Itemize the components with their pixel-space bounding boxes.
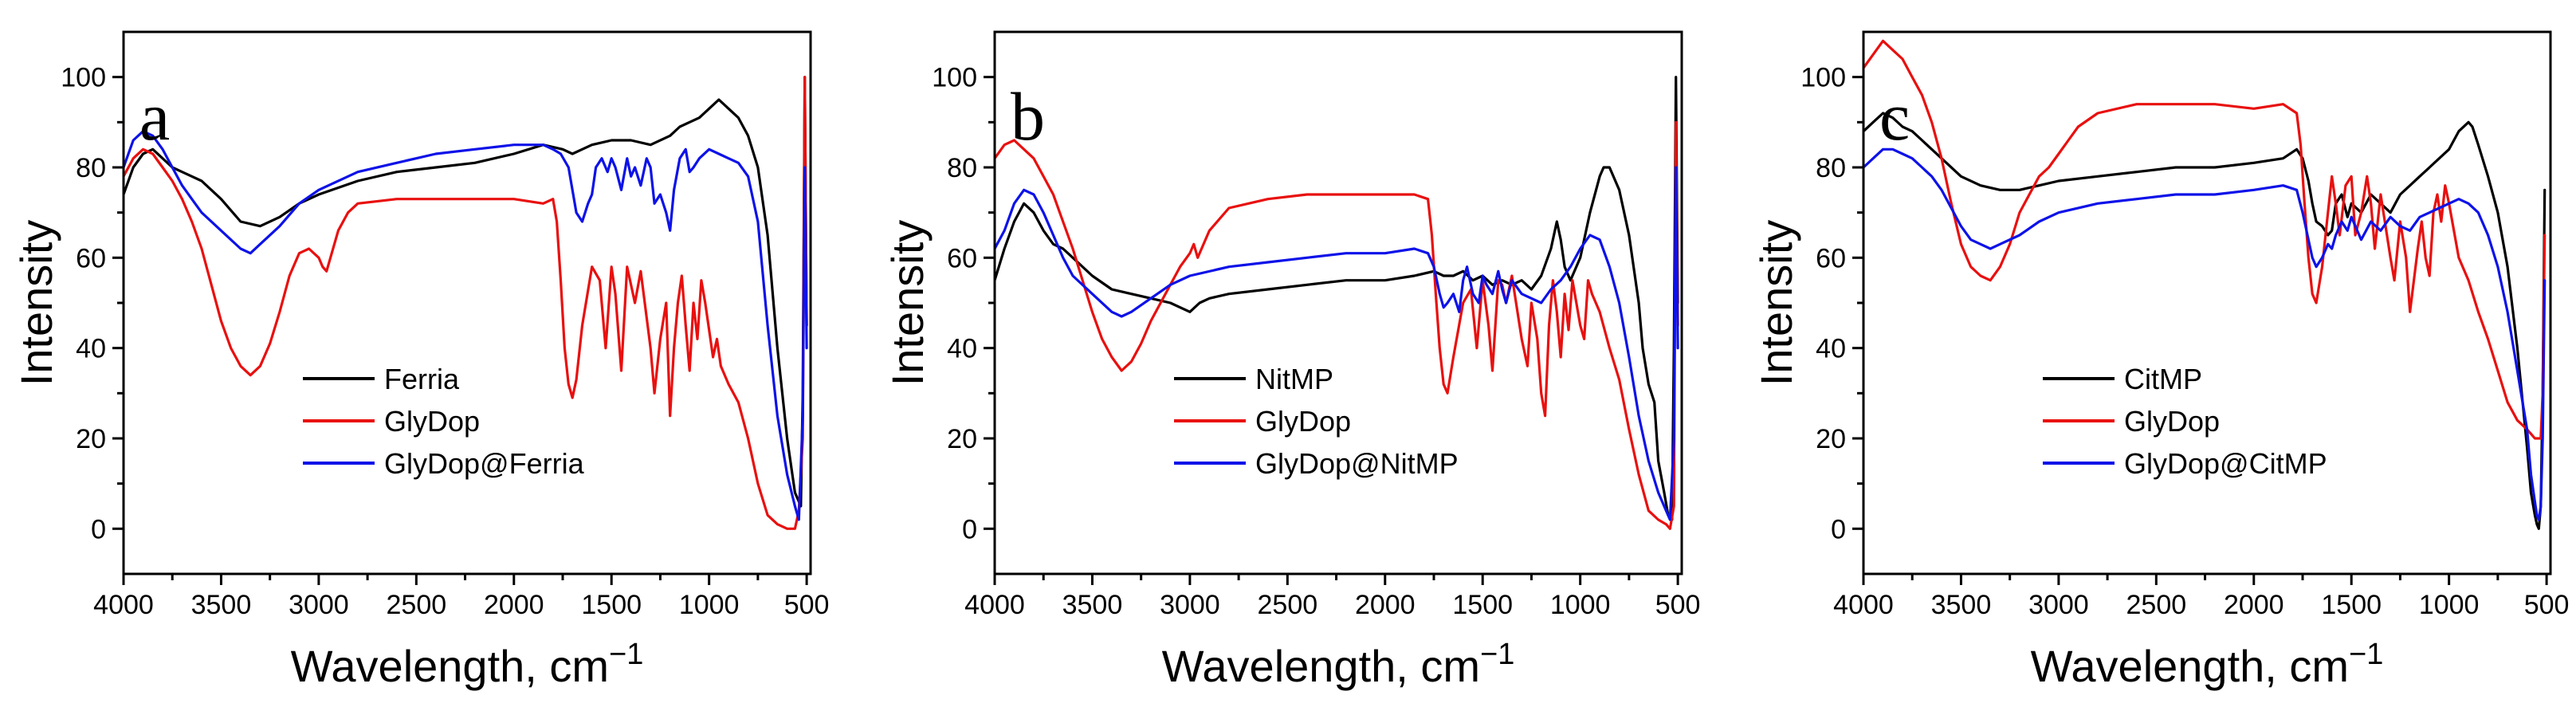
x-tick-label: 3000 (1160, 590, 1220, 620)
y-tick-label: 40 (947, 334, 977, 364)
x-tick-label: 2500 (1258, 590, 1318, 620)
legend-label: Ferria (384, 363, 460, 395)
series-line-glydop-nitmp (995, 166, 1679, 521)
plot-frame (993, 30, 1683, 575)
y-axis-label: Intensity (882, 220, 933, 387)
x-tick-label: 1500 (2321, 590, 2382, 620)
series-group (995, 76, 1679, 530)
y-tick-label: 40 (76, 334, 106, 364)
legend-label: GlyDop (384, 405, 480, 438)
legend-label: NitMP (1255, 363, 1333, 395)
series-line-glydop (995, 120, 1679, 530)
x-tick-label: 3500 (1062, 590, 1123, 620)
x-axis-label: Wavelength, cm−1 (1162, 638, 1515, 691)
x-tick-label: 4000 (1833, 590, 1894, 620)
panel-label: b (1011, 78, 1045, 155)
legend-label: GlyDop (1255, 405, 1351, 438)
y-tick-label: 60 (947, 243, 977, 273)
y-tick-label: 20 (947, 424, 977, 454)
y-tick-label: 20 (76, 424, 106, 454)
y-tick-label: 80 (947, 153, 977, 183)
panel-label: a (139, 78, 170, 155)
y-axis-label: Intensity (11, 220, 61, 387)
x-tick-label: 2000 (1355, 590, 1416, 620)
chart-panel-c: 4000 3500 3000 2500 2000 1500 1000 500 0 20 40 60 80… (1751, 30, 2570, 691)
plot-frame (122, 30, 812, 575)
legend-label: GlyDop@Ferria (384, 447, 585, 480)
series-line-glydop-citmp (1863, 147, 2547, 521)
y-tick-label: 100 (1800, 63, 1846, 93)
series-group (124, 76, 808, 530)
y-tick-label: 0 (91, 514, 106, 544)
chart-panel-a: 4000 3500 3000 2500 2000 1500 1000 500 0 20 40 60 80… (11, 30, 830, 691)
legend: NitMP GlyDop GlyDop@NitMP (1174, 363, 1459, 480)
x-tick-label: 1500 (581, 590, 642, 620)
series-line-glydop (1863, 39, 2547, 440)
panel-label: c (1879, 78, 1910, 155)
x-axis-label-superscript: −1 (1480, 638, 1514, 671)
x-tick-label: 2000 (2224, 590, 2284, 620)
plot-frame (1862, 30, 2552, 575)
legend-label: GlyDop (2124, 405, 2220, 438)
legend-label: GlyDop@CitMP (2124, 447, 2327, 480)
x-tick-label: 2000 (484, 590, 544, 620)
x-tick-label: 2500 (387, 590, 447, 620)
x-axis-label-superscript: −1 (609, 638, 643, 671)
x-axis-label: Wavelength, cm−1 (2031, 638, 2384, 691)
x-tick-label: 1000 (1550, 590, 1611, 620)
x-axis-label: Wavelength, cm−1 (291, 638, 644, 691)
y-tick-label: 80 (76, 153, 106, 183)
x-tick-label: 500 (2524, 590, 2570, 620)
legend: Ferria GlyDop GlyDop@Ferria (303, 363, 585, 480)
y-tick-label: 60 (1816, 243, 1846, 273)
x-axis-label-text: Wavelength, cm (1162, 641, 1480, 691)
x-axis-label-superscript: −1 (2349, 638, 2383, 671)
legend-label: CitMP (2124, 363, 2202, 395)
series-line-nitmp (995, 76, 1679, 521)
x-tick-label: 3500 (1931, 590, 1992, 620)
x-tick-label: 4000 (964, 590, 1025, 620)
x-tick-label: 2500 (2126, 590, 2187, 620)
legend: CitMP GlyDop GlyDop@CitMP (2043, 363, 2327, 480)
x-tick-label: 4000 (93, 590, 154, 620)
y-tick-label: 0 (962, 514, 977, 544)
series-line-glydop (124, 76, 808, 530)
x-axis-label-text: Wavelength, cm (2031, 641, 2349, 691)
y-axis-label: Intensity (1751, 220, 1801, 387)
y-tick-label: 20 (1816, 424, 1846, 454)
x-tick-label: 1500 (1452, 590, 1513, 620)
y-tick-label: 60 (76, 243, 106, 273)
y-tick-label: 40 (1816, 334, 1846, 364)
x-tick-label: 3000 (289, 590, 349, 620)
chart-panel-b: 4000 3500 3000 2500 2000 1500 1000 500 0 20 40 60 80… (882, 30, 1701, 691)
x-tick-label: 500 (1655, 590, 1701, 620)
x-tick-label: 3000 (2028, 590, 2089, 620)
x-tick-label: 3500 (191, 590, 252, 620)
series-line-glydop-ferria (124, 130, 808, 521)
y-tick-label: 80 (1816, 153, 1846, 183)
x-tick-label: 500 (784, 590, 830, 620)
y-tick-label: 100 (932, 63, 977, 93)
legend-label: GlyDop@NitMP (1255, 447, 1459, 480)
x-axis-label-text: Wavelength, cm (291, 641, 609, 691)
series-line-ferria (124, 76, 808, 508)
y-tick-label: 0 (1831, 514, 1846, 544)
series-group (1863, 39, 2547, 530)
x-tick-label: 1000 (679, 590, 740, 620)
x-tick-label: 1000 (2419, 590, 2480, 620)
y-tick-label: 100 (61, 63, 106, 93)
